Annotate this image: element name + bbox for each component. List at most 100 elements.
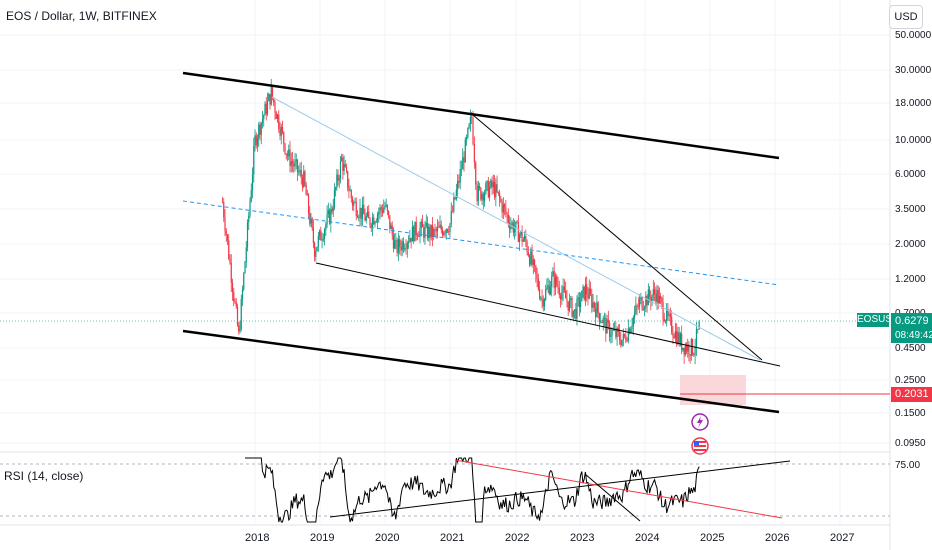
candle-body [286,154,289,157]
candle-body [487,180,489,198]
candle-body [373,217,375,225]
candle-body [526,241,528,252]
candle-body [482,193,484,201]
y-tick: 0.0950 [895,438,926,449]
candle-body [438,226,440,228]
candle-body [261,119,264,124]
rsi-y-tick: 75.00 [895,460,920,471]
candle-body [623,334,626,336]
candle-body [449,223,451,233]
candle-body [238,325,240,332]
candle-body [317,236,319,247]
candle-body [540,297,542,299]
candle-body [281,126,284,132]
candle-body [611,329,613,336]
candle-body [411,226,414,242]
candle-body [300,169,302,178]
candle-body [513,228,516,233]
candle-body [385,205,387,206]
candle-body [641,297,643,310]
candle-body [541,297,543,300]
candle-body [263,115,265,120]
candle-body [445,229,447,234]
candle-body [496,184,498,192]
candle-body [274,102,276,113]
candle-body [616,328,618,337]
symbol-tag: EOSUSD [857,313,900,327]
candle-body [653,289,656,294]
candle-body [577,297,579,299]
candle-body [285,153,287,155]
time-axis: 2018 2019 2020 2021 2022 2023 2024 2025 … [245,532,854,544]
candle-body [656,289,658,302]
candle-body [597,302,599,314]
candle-body [672,332,674,337]
price-axis: 50.0000 30.0000 18.0000 10.0000 6.0000 3… [895,30,932,471]
candle-body [328,210,331,224]
candle-body [248,215,250,223]
candle-body [457,180,459,190]
candle-body [439,224,441,228]
candle-body [615,328,617,337]
y-tick: 30.0000 [895,65,932,76]
candle-body [388,210,390,216]
candle-body [332,207,334,212]
candle-body [498,192,501,199]
candle-body [290,160,292,167]
candle-body [626,340,628,342]
candle-body [515,221,517,229]
candle-body [658,296,661,304]
candle-body [698,321,700,330]
candle-body [275,112,277,119]
candle-body [327,210,329,215]
candle-body [459,168,461,183]
candle-body [490,180,492,188]
rsi-line [245,457,700,523]
y-tick: 10.0000 [895,135,932,146]
candle-body [260,123,262,135]
candle-body [657,289,659,304]
candle-body [383,207,385,213]
candle-body [419,228,421,237]
candle-body [669,314,672,317]
candle-body [589,288,592,295]
candle-body [477,186,479,202]
candle-body [478,186,481,189]
candle-body [488,187,491,198]
channel-top-thick [182,71,780,160]
candle-body [339,160,342,179]
candle-body [322,238,324,240]
candle-body [559,295,562,300]
candle-body [429,226,431,238]
candle-body [312,227,314,243]
candle-body [546,287,548,290]
candle-body [268,94,270,101]
y-tick: 3.5000 [895,204,926,215]
candle-body [434,229,436,230]
candle-body [240,299,242,330]
candle-body [405,248,407,250]
currency-button[interactable]: USD [889,5,923,29]
candle-body [221,202,224,203]
candle-body [480,188,482,200]
candle-body [652,289,654,296]
candle-body [545,289,547,300]
candle-body [406,242,408,249]
candle-body [435,229,437,232]
candle-body [528,255,531,265]
candle-body [628,328,631,334]
candle-body [301,177,304,187]
candle-body [234,300,236,303]
candle-body [315,250,317,257]
candle-body [671,316,673,333]
candle-body [380,207,382,210]
candle-body [378,212,380,215]
candle-body [492,182,494,188]
y-tick: 50.0000 [895,30,932,41]
y-tick: 1.2000 [895,274,926,285]
candle-body [244,261,246,274]
candle-body [436,226,439,232]
rsi-legend-label[interactable]: RSI (14, close) [4,469,84,483]
